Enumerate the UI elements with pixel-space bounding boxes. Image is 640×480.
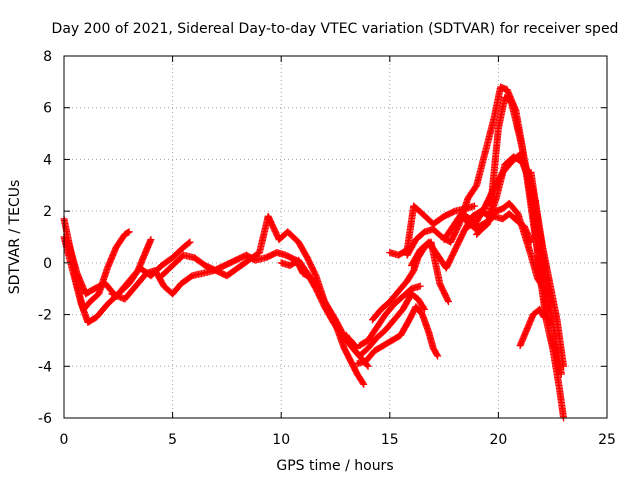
data-point — [125, 228, 133, 236]
data-series — [353, 303, 442, 368]
axis-ticks: 0 5 10 15 20 25 -6 -4 -2 0 2 4 6 8 — [38, 49, 616, 448]
data-series — [277, 256, 361, 352]
y-tick-label: 6 — [43, 101, 52, 117]
x-axis-label: GPS time / hours — [276, 458, 393, 474]
data-series — [342, 290, 429, 360]
y-tick-label: 2 — [43, 204, 52, 220]
x-tick-label: 15 — [381, 432, 399, 448]
y-tick-label: -6 — [38, 411, 52, 427]
x-tick-label: 25 — [598, 432, 616, 448]
data-point — [359, 379, 367, 387]
y-tick-label: 8 — [43, 49, 52, 65]
data-point — [434, 352, 442, 360]
data-point — [547, 321, 555, 329]
y-tick-label: -4 — [38, 359, 52, 375]
x-tick-label: 20 — [489, 432, 507, 448]
data-series — [355, 282, 424, 350]
data-point — [539, 312, 547, 320]
data-series — [516, 305, 548, 350]
data-point — [185, 239, 193, 247]
data-series — [403, 83, 550, 298]
data-point — [471, 202, 479, 210]
y-tick-label: 0 — [43, 256, 52, 272]
chart-title: Day 200 of 2021, Sidereal Day-to-day VTE… — [52, 21, 619, 37]
data-marks — [60, 83, 568, 422]
data-point — [364, 362, 372, 370]
data-point — [186, 238, 194, 246]
x-tick-label: 0 — [60, 432, 69, 448]
data-series — [158, 212, 372, 370]
data-point — [444, 298, 452, 306]
data-series — [473, 210, 535, 246]
data-point — [540, 313, 548, 321]
data-point — [420, 304, 428, 312]
data-point — [416, 282, 424, 290]
data-series — [386, 202, 479, 259]
x-tick-label: 10 — [272, 432, 290, 448]
data-series — [527, 168, 555, 329]
data-point — [527, 238, 535, 246]
data-point — [444, 296, 452, 304]
y-tick-label: 4 — [43, 152, 52, 168]
data-point — [147, 236, 155, 244]
x-tick-label: 5 — [168, 432, 177, 448]
y-axis-label: SDTVAR / TECUs — [7, 180, 23, 295]
data-point — [557, 370, 565, 378]
data-point — [433, 351, 441, 359]
plot-frame — [63, 55, 608, 419]
data-point — [360, 380, 368, 388]
y-tick-label: -2 — [38, 308, 52, 324]
data-point — [421, 305, 429, 313]
